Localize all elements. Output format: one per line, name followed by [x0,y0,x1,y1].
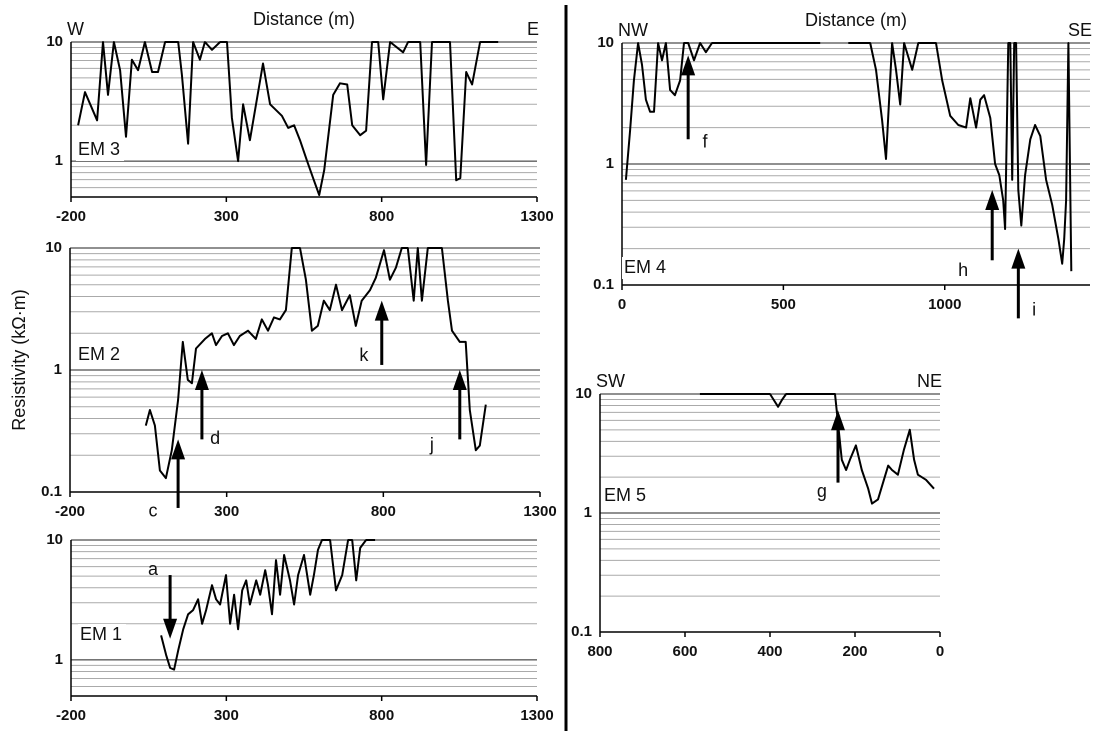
panel-label: EM 2 [78,344,120,364]
x-tick-label: 800 [369,208,394,225]
direction-label: SE [1068,20,1092,40]
annotation-label: k [359,345,369,365]
panel-label: EM 3 [78,139,120,159]
direction-label: NW [618,20,648,40]
arrow-head [831,410,845,431]
annotation-label: a [148,559,159,579]
x-axis-title: Distance (m) [253,9,355,29]
y-tick-label: 1 [55,152,63,169]
y-tick-label: 10 [45,239,62,256]
arrow-head [374,300,389,321]
direction-label: E [527,19,539,39]
x-tick-label: 300 [214,503,239,520]
x-tick-label: 200 [842,643,867,660]
x-tick-label: 1000 [928,296,961,313]
annotation-label: g [817,481,827,501]
y-tick-label: 1 [54,361,62,378]
arrow-head [681,55,696,76]
panel-label-bg [622,257,670,279]
x-tick-label: 800 [369,707,394,724]
direction-label: W [67,19,84,39]
arrow-head [163,618,178,639]
y-tick-label: 0.1 [593,276,614,293]
x-axis-title: Distance (m) [805,10,907,30]
panel-label-bg [76,344,124,366]
x-tick-label: -200 [56,208,86,225]
x-tick-label: 1300 [520,707,553,724]
x-tick-label: 500 [771,296,796,313]
x-tick-label: -200 [56,707,86,724]
annotation-label: f [702,131,708,151]
direction-label: SW [596,371,625,391]
data-line [77,41,499,196]
x-tick-label: 800 [371,503,396,520]
annotation-label: c [149,500,158,520]
direction-label: NE [917,371,942,391]
x-tick-label: 1300 [520,208,553,225]
panel-label-bg [76,139,124,161]
annotation-label: h [958,260,968,280]
x-tick-label: 0 [618,296,626,313]
panel-label-bg [602,485,650,507]
y-tick-label: 10 [46,531,63,548]
y-tick-label: 10 [597,34,614,51]
data-line [699,393,935,505]
x-tick-label: 300 [214,208,239,225]
arrow-head [194,370,209,390]
x-tick-label: 800 [587,643,612,660]
y-axis-label: Resistivity (kΩ·m) [9,289,29,430]
y-tick-label: 0.1 [41,483,62,500]
annotation-label: i [1032,300,1036,320]
x-tick-label: 600 [672,643,697,660]
arrow-head [171,439,186,460]
y-tick-label: 1 [606,155,614,172]
arrow-head [985,189,1000,210]
panel-label: EM 4 [624,257,666,277]
arrow-head [452,370,467,390]
panel-label: EM 1 [80,624,122,644]
x-tick-label: 300 [214,707,239,724]
x-tick-label: 400 [757,643,782,660]
x-tick-label: 1300 [523,503,556,520]
y-tick-label: 1 [55,651,63,668]
x-tick-label: 0 [936,643,944,660]
y-tick-label: 10 [46,33,63,50]
arrow-head [1011,248,1026,269]
data-line [144,247,487,480]
data-line [624,42,1073,272]
annotation-label: j [429,434,434,454]
y-tick-label: 10 [575,385,592,402]
y-tick-label: 1 [584,504,592,521]
data-line [160,539,376,671]
x-tick-label: -200 [55,503,85,520]
annotation-label: d [210,428,220,448]
panel-label-bg [78,624,126,646]
panel-label: EM 5 [604,485,646,505]
y-tick-label: 0.1 [571,623,592,640]
